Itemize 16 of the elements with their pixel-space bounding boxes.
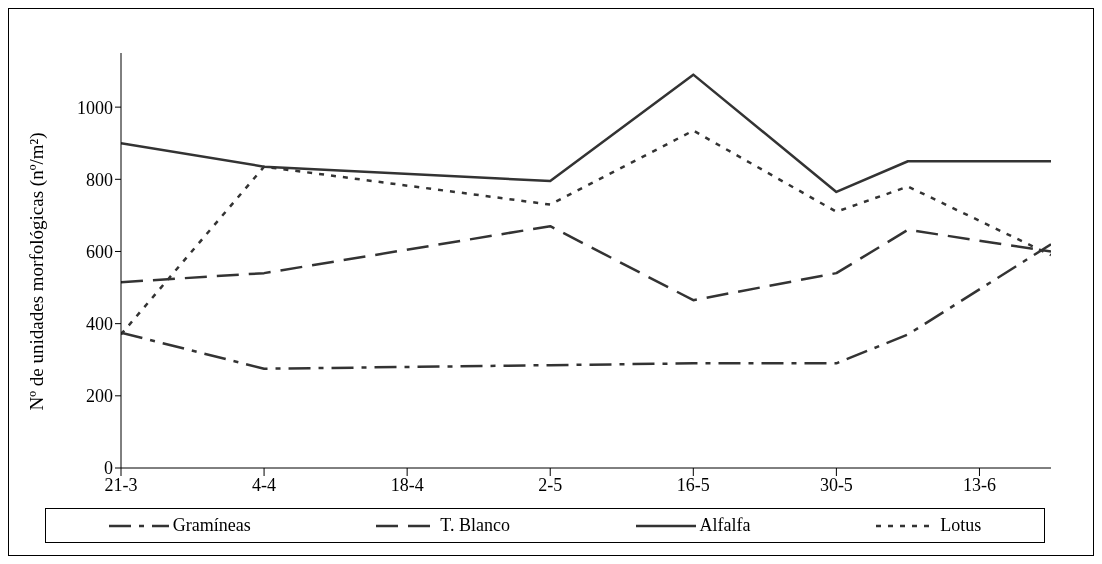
legend-label: Lotus [940, 515, 982, 536]
y-tick-label: 1000 [77, 97, 113, 118]
y-axis-title: Nº de unidades morfológicas (nº/m²) [25, 132, 48, 411]
y-tick-label: 600 [86, 241, 113, 262]
x-tick-label: 13-6 [962, 474, 996, 495]
y-tick-label: 200 [86, 386, 113, 407]
x-tick-label: 18-4 [390, 474, 424, 495]
x-tick-label: 4-4 [252, 474, 277, 495]
x-tick-label: 2-5 [538, 474, 563, 495]
y-tick-label: 400 [86, 314, 113, 335]
legend-label: Alfalfa [699, 515, 751, 536]
y-tick-label: 800 [86, 169, 113, 190]
x-tick-label: 16-5 [676, 474, 710, 495]
legend-label: T. Blanco [440, 515, 511, 536]
x-tick-label: 30-5 [819, 474, 853, 495]
legend-label: Gramíneas [172, 515, 251, 536]
